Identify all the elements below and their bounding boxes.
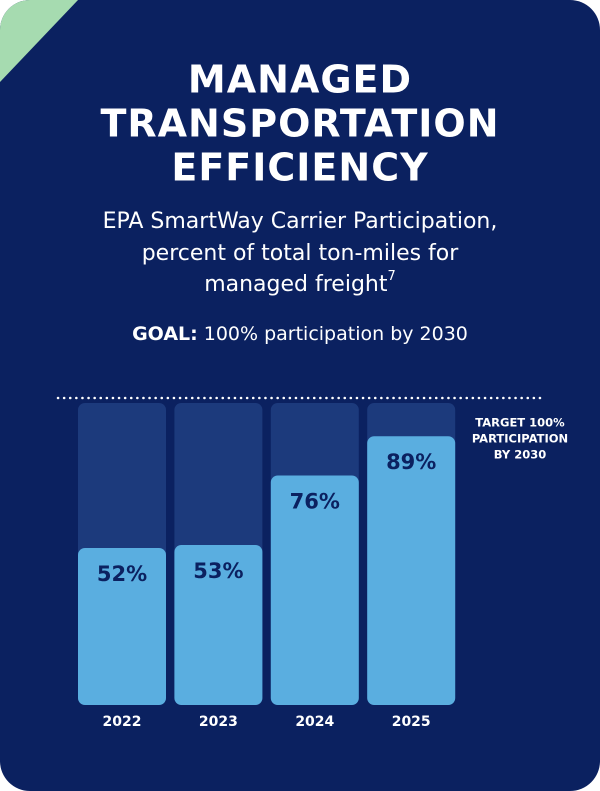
bar <box>270 475 359 705</box>
value-label: 52% <box>97 562 147 586</box>
target-label: BY 2030 <box>494 448 546 462</box>
x-tick-label: 2023 <box>199 714 238 730</box>
value-label: 76% <box>290 489 340 513</box>
goal-label: GOAL: <box>132 323 198 345</box>
x-tick-label: 2024 <box>295 714 334 730</box>
corner-accent <box>0 0 78 82</box>
subtitle-line: percent of total ton-miles for <box>142 241 460 266</box>
goal-text: 100% participation by 2030 <box>204 323 468 345</box>
title-line: MANAGED <box>188 58 412 102</box>
title-line: EFFICIENCY <box>171 146 428 190</box>
subtitle-line: managed freight <box>204 272 388 297</box>
subtitle-line: managed freight7 <box>204 269 396 298</box>
x-tick-label: 2025 <box>392 714 431 730</box>
target-label: PARTICIPATION <box>472 432 568 446</box>
value-label: 53% <box>193 559 243 583</box>
title-line: TRANSPORTATION <box>100 102 499 146</box>
bar <box>174 544 263 705</box>
subtitle-line: EPA SmartWay Carrier Participation, <box>103 209 498 234</box>
goal: GOAL: 100% participation by 2030 <box>132 323 468 345</box>
bar <box>78 547 166 705</box>
x-tick-label: 2022 <box>103 714 142 730</box>
footnote-marker: 7 <box>388 269 396 284</box>
bar <box>367 436 456 705</box>
target-label: TARGET 100% <box>475 416 565 430</box>
value-label: 89% <box>386 450 436 474</box>
